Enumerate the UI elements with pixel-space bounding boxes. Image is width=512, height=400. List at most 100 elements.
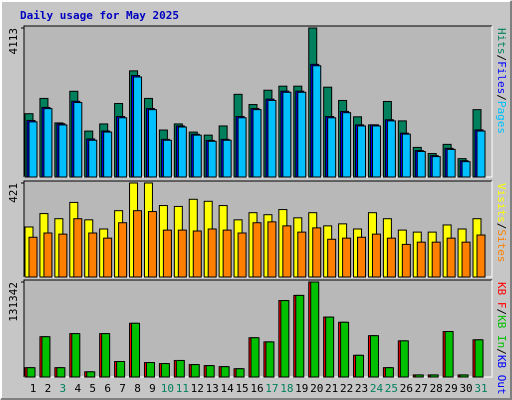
legend-separator: / xyxy=(495,309,508,316)
bar xyxy=(43,108,53,178)
bar xyxy=(86,371,96,378)
bar xyxy=(282,91,292,178)
bar xyxy=(192,230,202,278)
bar xyxy=(414,374,424,378)
bar xyxy=(101,333,111,378)
bar xyxy=(28,121,38,178)
bar xyxy=(58,233,68,278)
bar xyxy=(357,236,367,278)
bar xyxy=(386,237,396,278)
bar xyxy=(282,225,292,278)
bar xyxy=(297,231,307,278)
y-tick-label: 421 xyxy=(7,183,20,203)
bar xyxy=(340,321,350,378)
x-tick-label: 28 xyxy=(430,382,443,395)
bar xyxy=(369,335,379,378)
bar xyxy=(192,134,202,178)
bar xyxy=(88,139,98,178)
bar xyxy=(250,337,260,378)
bar xyxy=(357,125,367,178)
x-tick-label: 5 xyxy=(89,382,96,395)
panel-edge-dark xyxy=(23,25,492,177)
bar xyxy=(71,333,81,378)
x-tick-label: 8 xyxy=(134,382,141,395)
legend-entry: KB F xyxy=(495,282,508,309)
bar xyxy=(267,99,277,178)
bar xyxy=(461,241,471,278)
x-tick-label: 4 xyxy=(74,382,81,395)
bar xyxy=(252,109,262,178)
bar xyxy=(160,363,170,378)
bar xyxy=(399,340,409,378)
bar xyxy=(147,211,157,278)
bar xyxy=(147,109,157,178)
bar xyxy=(431,241,441,278)
legend: Visits/Sites xyxy=(495,183,508,263)
x-tick-label: 17 xyxy=(265,382,278,395)
x-tick-label: 15 xyxy=(235,382,248,395)
bar xyxy=(431,156,441,178)
bar xyxy=(73,218,83,278)
bar xyxy=(73,102,83,178)
bar xyxy=(56,367,66,378)
bar xyxy=(116,361,126,378)
bar xyxy=(222,229,232,278)
bar xyxy=(190,364,200,378)
bar xyxy=(310,281,320,378)
bar xyxy=(355,354,365,378)
x-tick-label: 3 xyxy=(60,382,67,395)
bar xyxy=(207,228,217,278)
bar xyxy=(476,234,486,278)
bar xyxy=(235,368,245,378)
bar xyxy=(401,133,411,178)
bar xyxy=(474,339,484,378)
bar xyxy=(58,124,68,178)
bar xyxy=(220,366,230,378)
bar xyxy=(416,241,426,278)
bar xyxy=(43,232,53,278)
bar xyxy=(371,125,381,178)
panel-edge-dark xyxy=(23,180,492,277)
legend-separator: / xyxy=(495,55,508,62)
x-tick-label: 1 xyxy=(30,382,37,395)
x-tick-label: 29 xyxy=(445,382,458,395)
bar xyxy=(312,227,322,278)
x-tick-label: 13 xyxy=(206,382,219,395)
legend: Hits/Files/Pages xyxy=(495,28,508,134)
bar xyxy=(429,374,439,378)
bar xyxy=(327,238,337,278)
legend-separator: / xyxy=(495,348,508,355)
x-tick-label: 18 xyxy=(280,382,293,395)
bar xyxy=(28,236,38,278)
x-tick-label: 11 xyxy=(176,382,189,395)
legend: KB F/KB In/KB Out xyxy=(495,282,508,395)
bar xyxy=(103,131,113,178)
bar xyxy=(265,341,275,378)
legend-separator: / xyxy=(495,94,508,101)
legend-entry: Files xyxy=(495,61,508,94)
x-tick-label: 30 xyxy=(459,382,472,395)
x-tick-label: 23 xyxy=(355,382,368,395)
bar xyxy=(252,222,262,278)
legend-separator: / xyxy=(495,223,508,230)
x-tick-label: 22 xyxy=(340,382,353,395)
x-tick-label: 10 xyxy=(161,382,174,395)
bar xyxy=(371,233,381,278)
x-tick-label: 14 xyxy=(221,382,235,395)
x-tick-label: 26 xyxy=(400,382,413,395)
x-tick-label: 2 xyxy=(45,382,52,395)
bar xyxy=(88,232,98,278)
bar xyxy=(325,316,335,378)
bar xyxy=(162,229,172,278)
bar xyxy=(207,140,217,178)
bar xyxy=(401,243,411,278)
x-tick-label: 21 xyxy=(325,382,338,395)
x-tick-label: 7 xyxy=(119,382,126,395)
bar xyxy=(118,222,128,278)
bar xyxy=(131,322,141,378)
x-tick-label: 20 xyxy=(310,382,323,395)
legend-entry: Sites xyxy=(495,229,508,262)
bar xyxy=(416,150,426,178)
